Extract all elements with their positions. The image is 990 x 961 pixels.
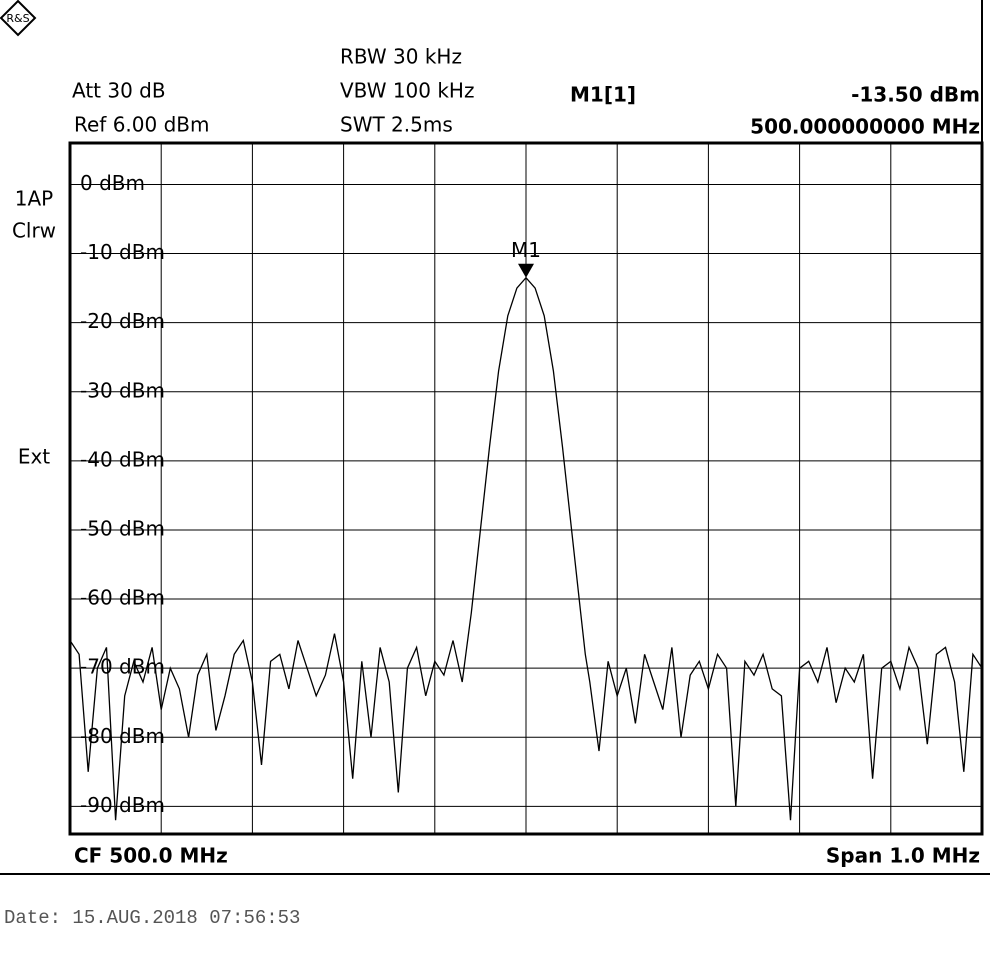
y-tick-label: -60 dBm xyxy=(80,586,165,610)
date: Date: 15.AUG.2018 07:56:53 xyxy=(4,907,300,929)
swt: SWT 2.5ms xyxy=(340,113,453,137)
ref: Ref 6.00 dBm xyxy=(74,113,210,137)
trace-label: 1AP xyxy=(15,187,53,211)
marker-level: -13.50 dBm xyxy=(851,83,980,107)
rbw: RBW 30 kHz xyxy=(340,45,462,69)
marker-name: M1[1] xyxy=(570,83,636,107)
detector-label: Clrw xyxy=(12,219,56,243)
logo: R&S xyxy=(0,0,37,37)
vbw: VBW 100 kHz xyxy=(340,79,474,103)
y-tick-label: -70 dBm xyxy=(80,655,165,679)
y-tick-label: -10 dBm xyxy=(80,240,165,264)
marker xyxy=(518,263,534,278)
y-tick-label: -50 dBm xyxy=(80,516,165,540)
plot-frame xyxy=(68,141,984,836)
att: Att 30 dB xyxy=(72,79,166,103)
y-tick-label: -20 dBm xyxy=(80,309,165,333)
center-freq: CF 500.0 MHz xyxy=(74,844,228,868)
marker-freq: 500.000000000 MHz xyxy=(750,115,980,139)
marker-label: M1 xyxy=(511,238,541,262)
svg-text:R&S: R&S xyxy=(6,12,29,25)
trigger-label: Ext xyxy=(18,445,50,469)
y-tick-label: 0 dBm xyxy=(80,171,145,195)
y-tick-label: -90 dBm xyxy=(80,793,165,817)
y-tick-label: -40 dBm xyxy=(80,447,165,471)
span: Span 1.0 MHz xyxy=(826,844,980,868)
y-tick-label: -30 dBm xyxy=(80,378,165,402)
